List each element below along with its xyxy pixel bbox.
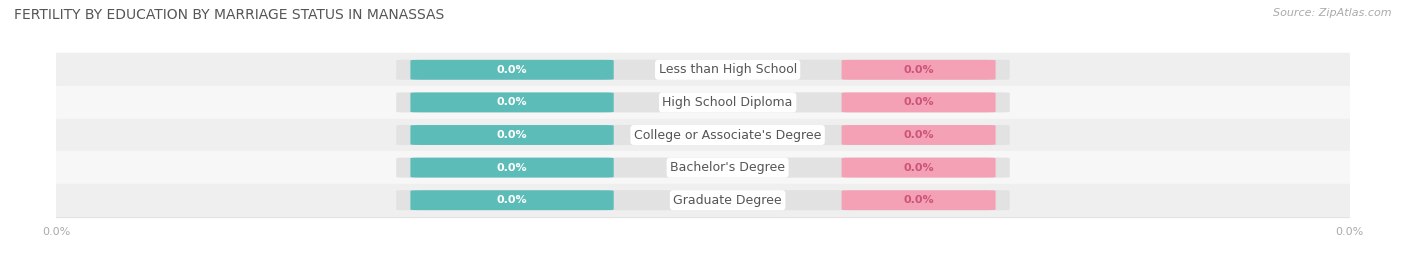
Text: 0.0%: 0.0% [496, 130, 527, 140]
FancyBboxPatch shape [842, 190, 995, 210]
FancyBboxPatch shape [396, 158, 1010, 178]
Text: 0.0%: 0.0% [903, 130, 934, 140]
Bar [56, 53, 1350, 86]
FancyBboxPatch shape [411, 158, 613, 178]
FancyBboxPatch shape [396, 92, 1010, 112]
Text: Graduate Degree: Graduate Degree [673, 194, 782, 207]
Text: 0.0%: 0.0% [903, 163, 934, 173]
FancyBboxPatch shape [411, 125, 613, 145]
Text: Less than High School: Less than High School [658, 63, 797, 76]
Bar [56, 119, 1350, 151]
Text: FERTILITY BY EDUCATION BY MARRIAGE STATUS IN MANASSAS: FERTILITY BY EDUCATION BY MARRIAGE STATU… [14, 8, 444, 22]
FancyBboxPatch shape [396, 125, 1010, 145]
Text: Source: ZipAtlas.com: Source: ZipAtlas.com [1274, 8, 1392, 18]
FancyBboxPatch shape [411, 60, 613, 80]
FancyBboxPatch shape [396, 190, 1010, 210]
Bar [56, 151, 1350, 184]
Bar [56, 184, 1350, 217]
Text: 0.0%: 0.0% [496, 97, 527, 107]
Text: 0.0%: 0.0% [903, 97, 934, 107]
FancyBboxPatch shape [842, 92, 995, 112]
FancyBboxPatch shape [842, 158, 995, 178]
Text: Bachelor's Degree: Bachelor's Degree [671, 161, 785, 174]
Text: 0.0%: 0.0% [496, 163, 527, 173]
FancyBboxPatch shape [411, 92, 613, 112]
Text: High School Diploma: High School Diploma [662, 96, 793, 109]
Text: 0.0%: 0.0% [903, 195, 934, 205]
Text: College or Associate's Degree: College or Associate's Degree [634, 129, 821, 141]
Text: 0.0%: 0.0% [496, 65, 527, 75]
Bar [56, 86, 1350, 119]
FancyBboxPatch shape [842, 125, 995, 145]
Text: 0.0%: 0.0% [496, 195, 527, 205]
FancyBboxPatch shape [842, 60, 995, 80]
FancyBboxPatch shape [411, 190, 613, 210]
FancyBboxPatch shape [396, 60, 1010, 80]
Text: 0.0%: 0.0% [903, 65, 934, 75]
